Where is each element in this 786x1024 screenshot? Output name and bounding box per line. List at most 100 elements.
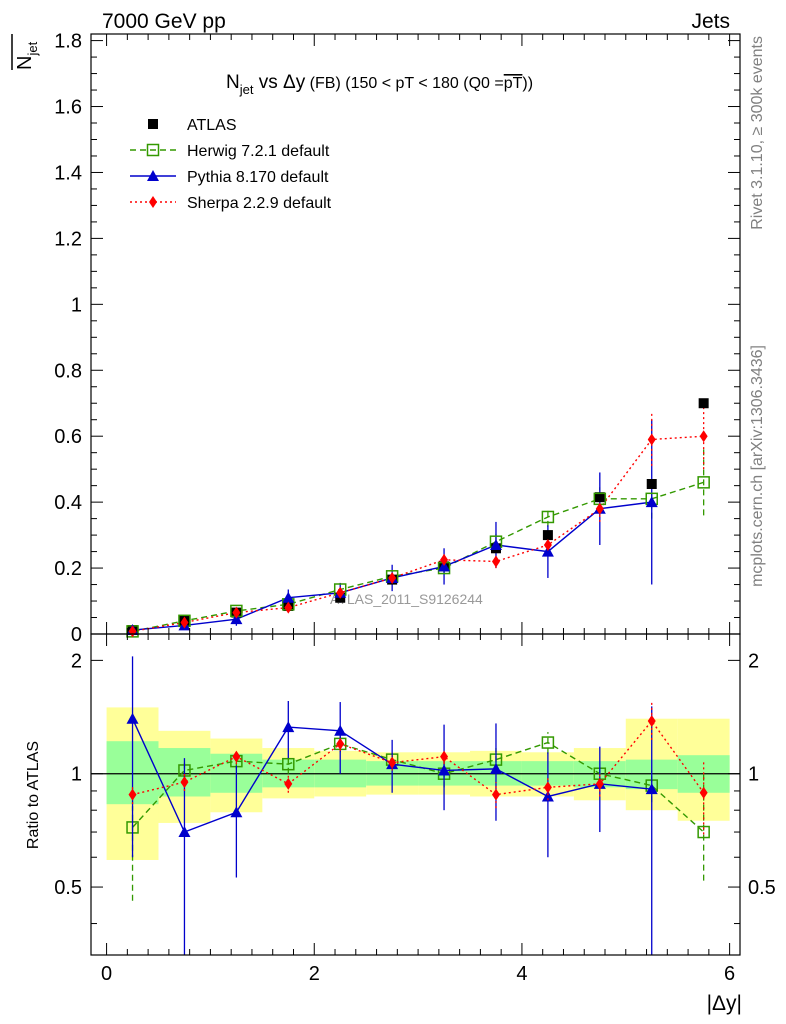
rivet-label: Rivet 3.1.10, ≥ 300k events xyxy=(749,36,766,230)
ratio-y-tick-label-right: 0.5 xyxy=(748,877,776,899)
sherpa-marker xyxy=(336,586,345,599)
ylabel-n: N xyxy=(14,56,36,70)
mcplots-label: mcplots.cern.ch [arXiv:1306.3436] xyxy=(749,345,766,587)
ratio-plot-area: 0 2 4 6 0.5 0.5 1 1 2 2 xyxy=(54,633,776,985)
legend-marker xyxy=(148,119,158,129)
y-tick-label: 0.6 xyxy=(54,426,82,448)
sherpa-ratio-marker xyxy=(284,777,293,790)
title-vs: vs xyxy=(253,72,283,93)
ratio-y-tick-label-right: 2 xyxy=(748,650,759,672)
sherpa-ratio-marker xyxy=(647,715,656,728)
watermark: ATLAS_2011_S9126244 xyxy=(330,591,483,607)
y-tick-label: 1 xyxy=(71,294,82,316)
sherpa-ratio-marker xyxy=(440,750,449,763)
sherpa-marker xyxy=(543,538,552,551)
sherpa-ratio-line xyxy=(132,719,705,796)
sherpa-ratio-marker xyxy=(699,786,708,799)
legend-label: Herwig 7.2.1 default xyxy=(187,143,330,160)
sherpa-ratio-marker xyxy=(232,750,241,763)
sherpa-marker xyxy=(699,430,708,443)
sherpa-marker xyxy=(232,606,241,619)
pythia-ratio-marker xyxy=(645,783,658,795)
x-axis-label: |Δy| xyxy=(707,992,742,1015)
sherpa-marker xyxy=(647,433,656,446)
legend-label: Sherpa 2.2.9 default xyxy=(187,195,332,212)
y-tick-label: 1.2 xyxy=(54,228,82,250)
sherpa-ratio-marker xyxy=(180,776,189,789)
herwig-ratio-marker xyxy=(282,757,295,771)
title-cut: (150 < pT < 180 (Q0 = xyxy=(345,75,503,92)
ratio-y-tick-label: 2 xyxy=(71,650,82,672)
x-tick-label: 4 xyxy=(516,963,527,985)
ratio-ylabel: Ratio to ATLAS xyxy=(25,741,42,849)
legend-label: ATLAS xyxy=(187,117,237,134)
pythia-ratio-marker xyxy=(282,721,295,733)
pythia-marker xyxy=(230,613,243,625)
pythia-marker xyxy=(541,545,554,557)
pythia-ratio-marker xyxy=(334,724,347,736)
legend-label: Pythia 8.170 default xyxy=(187,169,329,186)
pythia-ratio-marker xyxy=(438,764,451,776)
pythia-marker xyxy=(489,538,502,550)
herwig-marker xyxy=(541,510,555,524)
sherpa-marker xyxy=(284,601,293,614)
legend: ATLAS Herwig 7.2.1 default Pythia 8.170 de… xyxy=(130,117,332,212)
svg-text:Njet: Njet xyxy=(14,41,40,70)
ratio-y-tick-label: 1 xyxy=(71,764,82,786)
pythia-ratio-marker xyxy=(541,790,554,802)
sherpa-marker xyxy=(491,555,500,568)
data-marker xyxy=(646,479,657,489)
x-tick-label: 2 xyxy=(309,963,320,985)
title-jet: jet xyxy=(239,82,254,97)
title-dy: Δy xyxy=(283,72,306,93)
header-right: Jets xyxy=(691,10,730,33)
y-tick-label: 0.8 xyxy=(54,360,82,382)
ratio-y-tick-label-right: 1 xyxy=(748,764,759,786)
header-left: 7000 GeV pp xyxy=(102,10,226,33)
pythia-ratio-marker xyxy=(178,826,191,838)
plot-title: Njet vs Δy (FB) (150 < pT < 180 (Q0 =pT)… xyxy=(226,72,533,97)
data-marker xyxy=(594,492,605,503)
ratio-y-tick-label: 0.5 xyxy=(54,877,82,899)
x-tick-label: 6 xyxy=(724,963,735,985)
data-marker xyxy=(698,398,709,409)
title-close: )) xyxy=(522,75,533,92)
sherpa-ratio-marker xyxy=(128,788,137,801)
main-plot-area: 0 0.2 0.4 0.6 0.8 1 1.2 1.4 1.6 1.8 xyxy=(54,31,741,955)
sherpa-ratio-marker xyxy=(595,777,604,790)
sherpa-marker xyxy=(388,571,397,584)
title-fb: (FB) xyxy=(305,75,345,92)
sherpa-ratio-marker xyxy=(491,788,500,801)
x-tick-label: 0 xyxy=(101,963,112,985)
herwig-ratio-line xyxy=(132,741,705,833)
data-marker xyxy=(542,530,553,541)
y-tick-label: 1.8 xyxy=(54,31,82,53)
herwig-ratio-marker xyxy=(541,736,555,749)
ratio-frame xyxy=(90,633,741,956)
pythia-marker xyxy=(438,560,451,572)
sherpa-marker xyxy=(180,616,189,629)
herwig-ratio-marker xyxy=(697,825,710,839)
sherpa-ratio-marker xyxy=(543,781,552,794)
y-tick-label: 1.4 xyxy=(54,162,82,184)
sherpa-line xyxy=(132,435,704,633)
pythia-ratio-marker xyxy=(489,762,502,774)
title-ptbar: pT xyxy=(504,75,523,92)
ylabel-jet: jet xyxy=(25,41,40,56)
legend-marker xyxy=(146,143,160,157)
title-n: N xyxy=(226,72,240,93)
y-tick-label: 0.4 xyxy=(54,492,82,514)
y-tick-label: 0 xyxy=(71,624,82,646)
herwig-line xyxy=(132,481,704,633)
pythia-ratio-marker xyxy=(230,806,243,818)
sherpa-marker xyxy=(440,553,449,566)
pythia-marker xyxy=(645,496,658,508)
y-tick-label: 0.2 xyxy=(54,558,82,580)
sherpa-marker xyxy=(595,502,604,515)
legend-marker xyxy=(147,170,159,181)
main-ylabel: Njet xyxy=(11,34,40,70)
y-tick-label: 1.6 xyxy=(54,97,82,119)
sherpa-ratio-marker xyxy=(388,756,397,769)
legend-marker xyxy=(149,196,157,208)
